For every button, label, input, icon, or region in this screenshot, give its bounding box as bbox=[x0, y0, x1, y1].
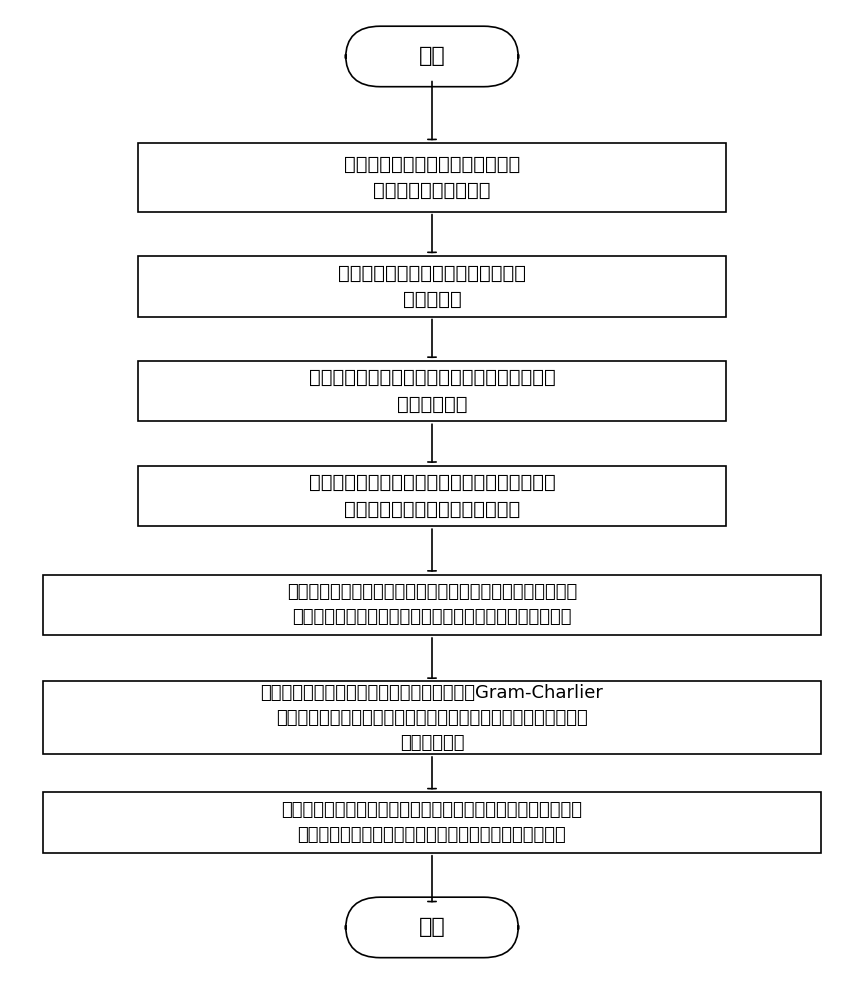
Text: 根据状态变量的半不变量对其服从的分布进行Gram-Charlier
级数展开，之后进行平移和拉伸操作获取状态变量的概率密度以及
概率分布函数: 根据状态变量的半不变量对其服从的分布进行Gram-Charlier 级数展开，之… bbox=[261, 684, 603, 752]
Text: 开始: 开始 bbox=[419, 46, 445, 66]
Text: 根据节点注入功率的各阶半不变量以及灵敏度矩阵和转移矩阵
计算节点状态变量的半不变量以及线路状态变量的半不变量: 根据节点注入功率的各阶半不变量以及灵敏度矩阵和转移矩阵 计算节点状态变量的半不变… bbox=[287, 583, 577, 626]
FancyBboxPatch shape bbox=[346, 26, 518, 87]
Text: 整理原始数据并对其进行离散化和
抽样，生成初始场景库: 整理原始数据并对其进行离散化和 抽样，生成初始场景库 bbox=[344, 155, 520, 200]
FancyBboxPatch shape bbox=[43, 575, 821, 635]
FancyBboxPatch shape bbox=[138, 361, 726, 421]
FancyBboxPatch shape bbox=[43, 792, 821, 853]
FancyBboxPatch shape bbox=[346, 897, 518, 958]
Text: 给出发电机组和负荷的概率特征，计算节点注入
功率的各阶矩: 给出发电机组和负荷的概率特征，计算节点注入 功率的各阶矩 bbox=[308, 368, 556, 414]
Text: 对生成的初始场景库用快速前代法进
行场景削减: 对生成的初始场景库用快速前代法进 行场景削减 bbox=[338, 264, 526, 309]
FancyBboxPatch shape bbox=[138, 466, 726, 526]
FancyBboxPatch shape bbox=[43, 681, 821, 754]
Text: 结束: 结束 bbox=[419, 917, 445, 937]
Text: 根据节点注入功率的各阶矩以及半不变量和矩之
间的关系计算注入功率的半不变量: 根据节点注入功率的各阶矩以及半不变量和矩之 间的关系计算注入功率的半不变量 bbox=[308, 473, 556, 519]
FancyBboxPatch shape bbox=[138, 256, 726, 317]
Text: 在得到每个场景的概率潮流特征分布后，结合上一步场景削减得
到的典型场景的概率分布，得到整个电网的概率潮流分布: 在得到每个场景的概率潮流特征分布后，结合上一步场景削减得 到的典型场景的概率分布… bbox=[282, 801, 582, 844]
FancyBboxPatch shape bbox=[138, 143, 726, 212]
